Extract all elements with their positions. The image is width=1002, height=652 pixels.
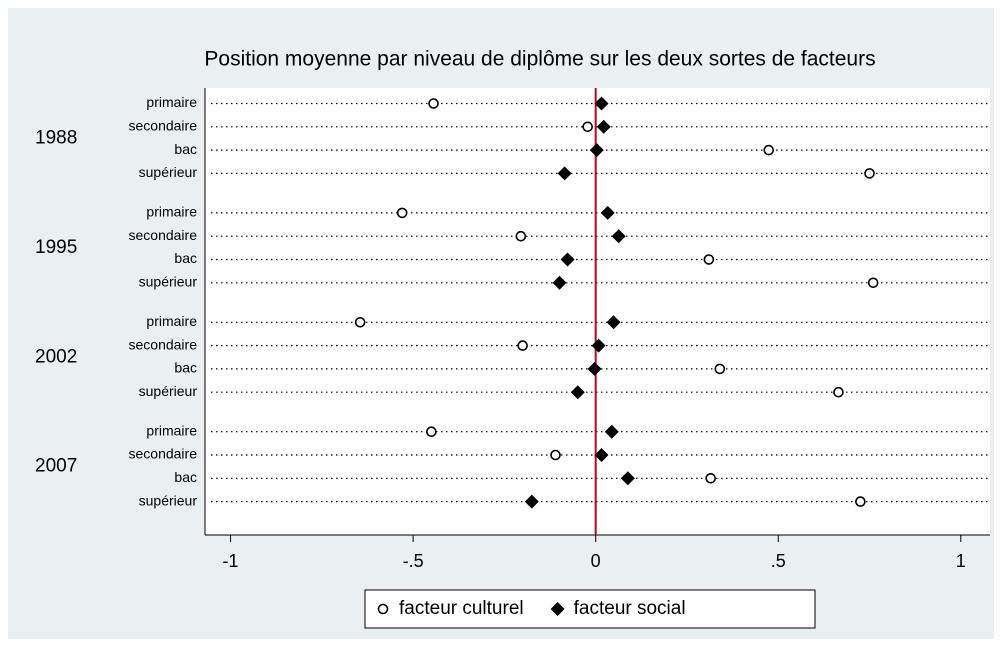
dot-circle <box>517 340 528 351</box>
dot-diamond <box>560 252 575 267</box>
x-tick-label: -.5 <box>403 551 424 571</box>
category-label: bac <box>174 360 197 376</box>
dot-circle <box>354 316 366 328</box>
dot-diamond <box>524 494 539 509</box>
group-label: 1995 <box>35 237 77 258</box>
category-label: secondaire <box>129 446 198 462</box>
dot-circle <box>703 254 715 265</box>
category-label: supérieur <box>139 383 198 399</box>
x-tick-label: -1 <box>223 551 239 571</box>
dot-diamond <box>611 229 626 244</box>
dot-diamond <box>591 338 606 353</box>
dot-circle <box>515 230 527 242</box>
dot-circle <box>714 363 726 375</box>
plot-area <box>205 88 990 535</box>
legend-label: facteur social <box>574 598 686 619</box>
dot-circle <box>428 98 439 109</box>
dot-circle <box>867 277 879 289</box>
dot-diamond <box>604 424 619 439</box>
dot-diamond <box>620 471 635 486</box>
dot-circle <box>377 603 389 615</box>
category-label: primaire <box>146 204 197 220</box>
category-label: primaire <box>146 94 197 110</box>
dot-diamond <box>589 143 604 158</box>
category-label: supérieur <box>139 164 198 180</box>
x-tick-label: 0 <box>591 551 601 571</box>
dot-diamond <box>587 361 602 376</box>
category-label: bac <box>174 141 197 157</box>
category-label: primaire <box>146 422 197 438</box>
dot-diamond <box>570 385 585 400</box>
dot-diamond <box>557 166 572 181</box>
category-label: bac <box>174 250 197 266</box>
dot-circle <box>705 472 716 484</box>
category-label: primaire <box>146 313 197 329</box>
chart-title: Position moyenne par niveau de diplôme s… <box>204 48 875 71</box>
dot-diamond <box>596 119 611 134</box>
dot-circle <box>582 121 593 133</box>
dot-circle <box>864 168 875 179</box>
dot-circle <box>396 207 408 219</box>
category-label: secondaire <box>129 118 198 134</box>
dot-circle <box>763 144 775 156</box>
category-label: secondaire <box>129 227 198 243</box>
dot-diamond <box>594 448 609 462</box>
dot-diamond <box>600 205 615 220</box>
dot-circle <box>855 496 866 507</box>
dot-diamond <box>594 96 609 111</box>
dot-diamond <box>606 315 621 330</box>
dot-diamond <box>552 275 567 290</box>
dot-diamond <box>550 602 565 616</box>
legend-label: facteur culturel <box>399 598 524 619</box>
category-label: bac <box>174 469 197 485</box>
category-label: supérieur <box>139 274 198 290</box>
category-label: supérieur <box>139 492 198 508</box>
category-label: secondaire <box>129 336 198 352</box>
x-tick-label: 1 <box>956 551 966 571</box>
dot-circle <box>833 386 844 398</box>
group-label: 2002 <box>35 346 77 367</box>
legend-box <box>364 589 816 629</box>
group-label: 1988 <box>35 127 77 148</box>
group-label: 2007 <box>35 456 77 477</box>
dot-circle <box>426 426 437 438</box>
x-tick-label: .5 <box>771 551 786 571</box>
dot-circle <box>550 449 561 461</box>
